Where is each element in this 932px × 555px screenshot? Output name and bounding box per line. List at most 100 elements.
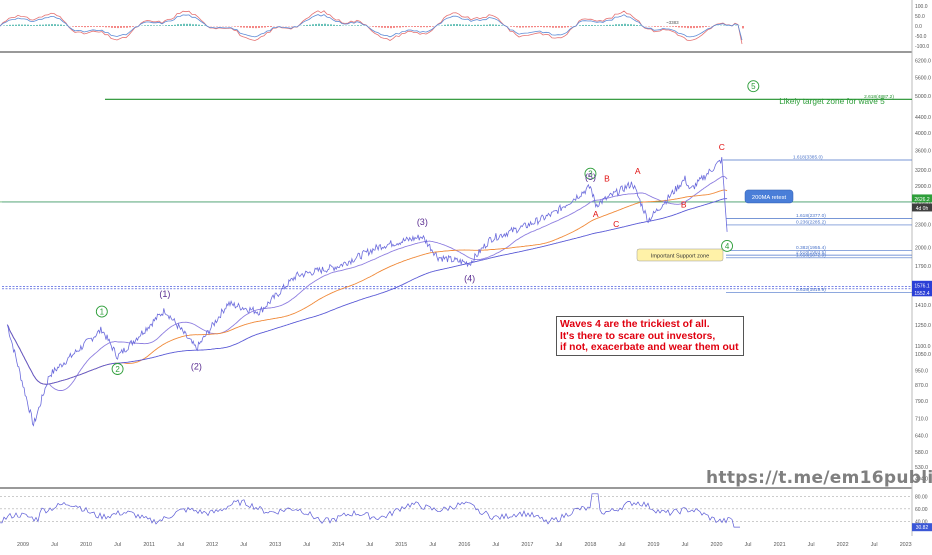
price-tick-label: 710.0: [915, 417, 928, 423]
histogram-bar: [399, 26, 401, 28]
histogram-bar: [159, 25, 161, 26]
histogram-bar: [501, 25, 503, 26]
note-line-3: if not, exacerbate and wear them out: [560, 342, 740, 354]
histogram-bar: [6, 25, 8, 26]
histogram-bar: [414, 26, 416, 27]
time-tick-label: Jul: [303, 542, 310, 548]
histogram-bar: [249, 26, 251, 28]
histogram-bar: [60, 25, 62, 26]
histogram-bar: [534, 26, 536, 27]
histogram-bar: [90, 26, 92, 27]
telegram-watermark: https://t.me/em16public: [706, 468, 932, 488]
histogram-bar: [255, 26, 257, 28]
price-tick-label: 950.0: [915, 368, 928, 374]
histogram-bar: [558, 26, 560, 28]
price-tick-label: 4400.0: [915, 115, 931, 121]
histogram-bar: [234, 26, 236, 27]
histogram-bar: [339, 25, 341, 26]
abc-label: A: [593, 209, 599, 219]
histogram-bar: [603, 25, 605, 26]
histogram-bar: [123, 26, 125, 28]
histogram-bar: [360, 25, 362, 26]
histogram-bar: [378, 26, 380, 27]
histogram-bar: [480, 25, 482, 26]
histogram-bar: [15, 25, 17, 26]
histogram-bar: [240, 26, 242, 27]
histogram-bar: [474, 25, 476, 26]
histogram-bar: [450, 24, 452, 26]
ma-50-line: [7, 176, 727, 390]
histogram-bar: [267, 26, 269, 27]
histogram-bar: [132, 26, 134, 27]
histogram-bar: [351, 25, 353, 26]
histogram-bar: [549, 26, 551, 27]
histogram-bar: [666, 26, 668, 27]
histogram-bar: [186, 24, 188, 26]
oscillator-line: [0, 494, 740, 527]
histogram-bar: [30, 25, 32, 26]
histogram-bar: [423, 26, 425, 27]
histogram-bar: [690, 26, 692, 28]
histogram-bar: [180, 24, 182, 26]
histogram-bar: [543, 26, 545, 27]
histogram-bar: [393, 26, 395, 28]
histogram-bar: [315, 24, 317, 26]
histogram-bar: [108, 26, 110, 27]
histogram-bar: [18, 24, 20, 26]
time-tick-label: Jul: [745, 542, 752, 548]
price-tick-label: 2300.0: [915, 222, 931, 228]
price-series-line: [7, 157, 727, 426]
histogram-bar: [420, 26, 422, 27]
price-tick-label: 1100.0: [915, 344, 931, 350]
histogram-bar: [555, 26, 557, 28]
histogram-bar: [696, 26, 698, 28]
histogram-bar: [177, 24, 179, 26]
histogram-bar: [321, 24, 323, 26]
price-tick-label: 1050.0: [915, 352, 931, 358]
time-tick-label: Jul: [240, 542, 247, 548]
histogram-bar: [411, 26, 413, 27]
histogram-bar: [84, 26, 86, 27]
histogram-bar: [447, 24, 449, 26]
histogram-bar: [318, 24, 320, 26]
abc-label: C: [613, 219, 619, 229]
histogram-bar: [678, 26, 680, 27]
histogram-bar: [702, 26, 704, 27]
histogram-bar: [9, 25, 11, 26]
histogram-bar: [303, 25, 305, 26]
time-tick-label: 2023: [900, 542, 912, 548]
histogram-bar: [591, 25, 593, 26]
histogram-bar: [48, 24, 50, 26]
histogram-bar: [498, 25, 500, 26]
histogram-bar: [312, 24, 314, 26]
time-tick-label: 2015: [395, 542, 407, 548]
time-tick-label: 2013: [269, 542, 281, 548]
level-label: 0.236(2285.2): [796, 219, 826, 225]
histogram-bar: [633, 25, 635, 26]
time-tick-label: 2019: [648, 542, 660, 548]
histogram-bar: [387, 26, 389, 28]
histogram-bar: [117, 26, 119, 28]
price-tick-label: 4000.0: [915, 131, 931, 137]
oscillator-tick: 80.00: [915, 494, 928, 500]
histogram-bar: [489, 24, 491, 26]
time-tick-label: Jul: [177, 542, 184, 548]
top-panel-tick: -50.0: [915, 34, 927, 40]
histogram-bar: [600, 25, 602, 26]
histogram-bar: [687, 26, 689, 28]
price-tick-label: 6200.0: [915, 59, 931, 65]
price-badge: 4d 0h: [916, 206, 929, 212]
histogram-bar: [675, 26, 677, 27]
note-line-2: It's there to scare out investors,: [560, 331, 740, 343]
histogram-bar: [492, 24, 494, 26]
histogram-bar: [405, 26, 407, 27]
histogram-bar: [12, 25, 14, 26]
histogram-bar: [261, 26, 263, 28]
histogram-bar: [426, 26, 428, 27]
histogram-bar: [306, 25, 308, 26]
note-line-1: Waves 4 are the trickiest of all.: [560, 319, 740, 331]
histogram-bar: [96, 26, 98, 27]
histogram-bar: [24, 25, 26, 26]
histogram-bar: [57, 24, 59, 26]
histogram-bar: [33, 25, 35, 26]
